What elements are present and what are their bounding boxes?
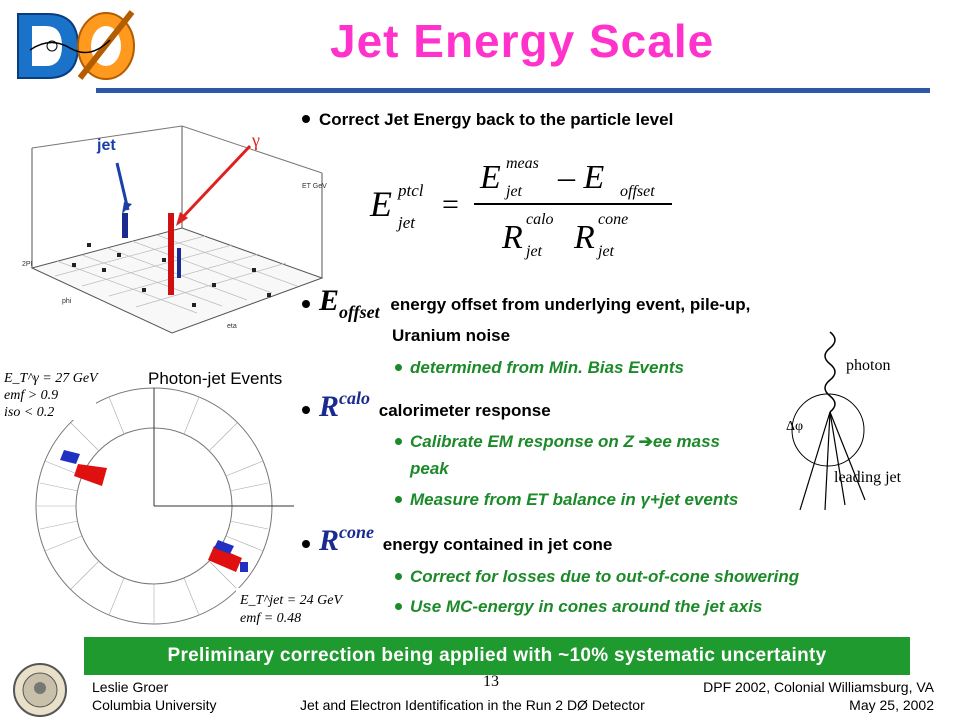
lego-et-axis-label: ET GeV bbox=[302, 183, 327, 190]
jet-event-box: E_T^jet = 24 GeV emf = 0.48 bbox=[240, 592, 342, 628]
formula-num-e1: E bbox=[479, 159, 501, 196]
formula-num-sub2: offset bbox=[620, 183, 655, 200]
lego-plot-figure: jet γ ET GeV 2PI phi eta bbox=[12, 118, 342, 354]
end-view-graphic bbox=[6, 370, 336, 628]
formula-den-sub2: jet bbox=[596, 243, 615, 260]
bullet-3-text: calorimeter response bbox=[378, 401, 551, 420]
formula-den-sup2: cone bbox=[598, 211, 628, 228]
formula-graphic: E ptcl jet = E meas jet – E offset R cal… bbox=[369, 155, 672, 260]
bullet-2-text-line2: Uranium noise bbox=[392, 326, 511, 345]
footer-conference: DPF 2002, Colonial Williamsburg, VA bbox=[703, 679, 934, 695]
end-view-caption: Photon-jet Events bbox=[148, 369, 283, 388]
lego-gamma-label: γ bbox=[251, 130, 260, 150]
conclusion-banner: Preliminary correction being applied wit… bbox=[84, 637, 910, 675]
formula-lhs-e: E bbox=[369, 184, 392, 224]
bullet-4-sub-2-text: Use MC-energy in cones around the jet ax… bbox=[410, 597, 763, 616]
right-arrow-icon: ➔ bbox=[638, 432, 653, 451]
formula-num-sup1: meas bbox=[506, 155, 539, 172]
diagram-jet-label: leading jet bbox=[834, 469, 902, 486]
bullet-4-text: energy contained in jet cone bbox=[382, 535, 613, 554]
formula-lhs-sup: ptcl bbox=[397, 181, 424, 200]
page-title: Jet Energy Scale bbox=[330, 15, 715, 67]
sub-bullet-dot bbox=[395, 603, 402, 610]
footer-author: Leslie Groer bbox=[92, 679, 169, 695]
bullet-3-sub-1-text: Calibrate EM response on Z bbox=[410, 432, 634, 451]
sub-bullet-dot bbox=[395, 438, 402, 445]
jet-emf-line: emf = 0.48 bbox=[240, 611, 302, 626]
bullet-dot bbox=[302, 406, 310, 414]
bullet-3: Rcalo calorimeter response bbox=[302, 388, 551, 424]
columbia-seal-logo bbox=[10, 662, 70, 718]
footer-talk-title: Jet and Electron Identification in the R… bbox=[300, 697, 645, 713]
formula-den-sub1: jet bbox=[524, 243, 543, 260]
bullet-4-sub-1: Correct for losses due to out-of-cone sh… bbox=[395, 567, 799, 587]
bullet-2-symbol: E bbox=[319, 284, 340, 317]
dzero-logo bbox=[10, 6, 140, 86]
bullet-4: Rcone energy contained in jet cone bbox=[302, 522, 612, 558]
formula-lhs-sub: jet bbox=[396, 213, 416, 232]
lego-2pi-label: 2PI bbox=[22, 261, 33, 268]
photon-iso-line: iso < 0.2 bbox=[4, 405, 55, 420]
jet-energy-formula: E ptcl jet = E meas jet – E offset R cal… bbox=[362, 152, 682, 262]
diagram-dphi-label: Δφ bbox=[786, 419, 803, 434]
bullet-3-symbol: R bbox=[319, 390, 340, 423]
title-underline bbox=[96, 88, 930, 93]
photon-event-box: E_T^γ = 27 GeV emf > 0.9 iso < 0.2 bbox=[4, 370, 98, 421]
bullet-2: Eoffset energy offset from underlying ev… bbox=[302, 284, 750, 323]
lego-phi-label: phi bbox=[62, 298, 72, 305]
formula-den-sup1: calo bbox=[526, 211, 554, 228]
photon-jet-diagram: photon Δφ leading jet bbox=[780, 330, 955, 520]
footer-affiliation: Columbia University bbox=[92, 697, 217, 713]
bullet-3-sub-2-text-b: γ+jet events bbox=[640, 490, 739, 509]
sub-bullet-dot bbox=[395, 364, 402, 371]
bullet-3-sub-1: Calibrate EM response on Z ➔ee mass bbox=[395, 432, 720, 452]
page-number: 13 bbox=[483, 673, 499, 690]
diagram-photon-label: photon bbox=[846, 357, 890, 374]
lego-eta-label: eta bbox=[227, 323, 237, 330]
formula-den-r1: R bbox=[501, 219, 523, 256]
bullet-1-text: Correct Jet Energy back to the particle … bbox=[319, 110, 674, 129]
sub-bullet-dot bbox=[395, 573, 402, 580]
seal-graphic bbox=[13, 663, 67, 717]
formula-den-r2: R bbox=[573, 219, 595, 256]
bullet-4-symbol: R bbox=[319, 524, 340, 557]
sub-bullet-dot bbox=[395, 496, 402, 503]
end-view-figure bbox=[4, 368, 344, 634]
bullet-dot bbox=[302, 300, 310, 308]
formula-num-minus-e: – E bbox=[557, 159, 605, 196]
bullet-3-superscript: calo bbox=[339, 388, 371, 408]
bullet-3-sub-2-text: Measure from ET balance in bbox=[410, 490, 636, 509]
dzero-logo-graphic bbox=[17, 10, 135, 80]
bullet-4-sub-2: Use MC-energy in cones around the jet ax… bbox=[395, 597, 762, 617]
bullet-3-sub-1-line2: peak bbox=[410, 459, 449, 478]
svg-text:=: = bbox=[442, 188, 459, 221]
lego-plot-graphic: jet γ ET GeV 2PI phi eta bbox=[22, 125, 327, 334]
photon-et-line: E_T^γ = 27 GeV bbox=[4, 371, 98, 386]
bullet-4-superscript: cone bbox=[339, 522, 375, 542]
photon-emf-line: emf > 0.9 bbox=[4, 388, 59, 403]
jet-et-line: E_T^jet = 24 GeV bbox=[240, 593, 343, 608]
bullet-1: Correct Jet Energy back to the particle … bbox=[302, 110, 673, 130]
bullet-2-sub-1: determined from Min. Bias Events bbox=[395, 358, 684, 378]
photon-jet-graphic: photon Δφ leading jet bbox=[786, 331, 902, 511]
bullet-3-sub-2: Measure from ET balance in γ+jet events bbox=[395, 490, 738, 510]
bullet-4-sub-1-text: Correct for losses due to out-of-cone sh… bbox=[410, 567, 800, 586]
bullet-dot bbox=[302, 540, 310, 548]
bullet-2-sub-1-text: determined from Min. Bias Events bbox=[410, 358, 684, 377]
bullet-2-subscript: offset bbox=[339, 302, 380, 322]
footer-date: May 25, 2002 bbox=[849, 697, 934, 713]
bullet-dot bbox=[302, 115, 310, 123]
bullet-3-sub-1-text-b: ee mass bbox=[652, 432, 720, 451]
bullet-2-text: energy offset from underlying event, pil… bbox=[390, 295, 751, 314]
lego-jet-label: jet bbox=[96, 137, 116, 154]
formula-num-sub1: jet bbox=[504, 183, 523, 200]
